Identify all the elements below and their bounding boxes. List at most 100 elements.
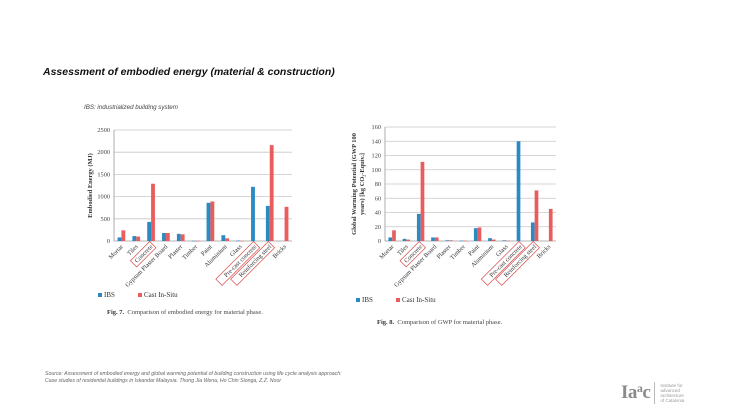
fig7-caption-text: Comparison of embodied energy for materi… xyxy=(127,309,263,316)
bar-cast-in-situ xyxy=(151,183,155,241)
bar-ibs xyxy=(402,238,407,241)
logo-text-line: architecture xyxy=(660,392,684,398)
y-tick-label: 500 xyxy=(101,216,110,223)
y-tick-label: 1000 xyxy=(97,194,110,201)
logo-text-line: of Catalonia xyxy=(660,397,685,403)
bar-cast-in-situ xyxy=(463,240,468,242)
legend-label: IBS xyxy=(362,296,373,304)
bar-cast-in-situ xyxy=(506,240,510,242)
highlight-box xyxy=(480,240,526,286)
bar-cast-in-situ xyxy=(491,239,496,241)
source-line-1: Source: Assessment of embodied energy an… xyxy=(45,371,342,377)
highlight-box xyxy=(129,240,157,268)
bar-cast-in-situ xyxy=(210,201,215,241)
bar-cast-in-situ xyxy=(392,230,396,241)
bar-ibs xyxy=(473,228,478,241)
bar-ibs xyxy=(251,186,255,241)
bar-ibs xyxy=(488,238,492,241)
bar-ibs xyxy=(191,240,196,242)
y-axis-label: Global Warming Potential (GWP 100 xyxy=(351,133,358,235)
bar-ibs xyxy=(530,222,535,241)
bar-ibs xyxy=(162,233,166,241)
fig7-caption-label: Fig. 7. xyxy=(107,309,125,316)
legend-label: Cast In-Situ xyxy=(402,296,436,304)
y-axis-label: years) [kg CO₂-Equiv.] xyxy=(359,153,366,215)
y-axis-label: Embodied Energy (MJ) xyxy=(87,153,94,218)
y-tick-label: 2500 xyxy=(97,127,110,134)
logo-mark-main: Ia xyxy=(621,382,637,403)
bar-cast-in-situ xyxy=(195,240,200,242)
highlight-box xyxy=(399,240,426,268)
source-citation: Source: Assessment of embodied energy an… xyxy=(45,371,342,385)
bar-ibs xyxy=(221,235,226,241)
bar-ibs xyxy=(516,141,521,241)
x-tick-label: Mortar xyxy=(108,243,126,261)
bar-cast-in-situ xyxy=(225,238,230,241)
fig8-caption-label: Fig. 8. xyxy=(377,319,395,326)
logo-divider xyxy=(654,381,656,404)
bar-cast-in-situ xyxy=(449,240,453,241)
bar-cast-in-situ xyxy=(240,240,244,242)
y-tick-label: 2000 xyxy=(97,149,110,156)
y-tick-label: 20 xyxy=(375,224,381,231)
logo-text-line: advanced xyxy=(660,387,680,393)
bar-cast-in-situ xyxy=(284,206,289,241)
logo-mark-sup: a xyxy=(636,381,643,395)
chart-1: 0 500 1000 1500 2000 2500 Embodied Energy (MJ)… xyxy=(87,127,292,299)
bar-ibs xyxy=(236,240,241,242)
chart-2: 0 20 40 60 80 100 120 140 160 Global Warming Pote… xyxy=(351,124,556,304)
y-tick-label: 100 xyxy=(372,167,381,174)
x-tick-label: Bricks xyxy=(271,243,288,260)
bar-cast-in-situ xyxy=(165,233,170,241)
y-tick-label: 140 xyxy=(372,138,381,145)
fig8-caption: Fig. 8. Comparison of GWP for material p… xyxy=(377,319,502,326)
highlight-box xyxy=(495,240,540,286)
bar-cast-in-situ xyxy=(477,227,482,241)
logo-text-line: Institute for xyxy=(660,382,683,388)
bar-cast-in-situ xyxy=(406,239,411,241)
bar-ibs xyxy=(117,237,122,241)
bar-ibs xyxy=(176,233,181,241)
legend-swatch xyxy=(98,293,102,297)
iaac-logo-mark: Iaac xyxy=(621,381,651,404)
iaac-logo: Iaac Institute for advanced architecture… xyxy=(621,381,684,404)
x-tick-label: Bricks xyxy=(536,243,553,260)
bar-ibs xyxy=(265,205,270,241)
logo-text: Institute for advanced architecture of C… xyxy=(660,383,684,403)
y-tick-label: 0 xyxy=(378,238,381,245)
bar-ibs xyxy=(502,240,507,241)
bar-cast-in-situ xyxy=(434,237,439,241)
x-tick-label: Mortar xyxy=(378,243,396,261)
bar-cast-in-situ xyxy=(269,145,274,241)
legend-swatch xyxy=(356,298,360,302)
y-tick-label: 1500 xyxy=(97,171,110,178)
bar-ibs xyxy=(416,213,421,241)
logo-mark-c: c xyxy=(642,382,651,403)
bar-ibs xyxy=(431,237,435,241)
highlight-box xyxy=(230,240,276,286)
bar-ibs xyxy=(132,236,137,241)
bar-cast-in-situ xyxy=(534,190,539,241)
bar-cast-in-situ xyxy=(420,161,425,241)
y-tick-label: 40 xyxy=(375,210,381,217)
ibs-definition-note: IBS: industrialized building system xyxy=(84,104,178,111)
source-line-2: Case studies of residential buildings in… xyxy=(45,378,282,385)
bar-ibs xyxy=(459,240,464,242)
legend-swatch xyxy=(396,298,400,302)
y-tick-label: 60 xyxy=(375,195,381,202)
x-tick-label: Timber xyxy=(181,243,200,262)
y-tick-label: 80 xyxy=(375,181,381,188)
highlight-box xyxy=(215,240,261,286)
x-tick-label: Timber xyxy=(449,243,468,262)
legend-swatch xyxy=(138,293,142,297)
bar-ibs xyxy=(206,202,211,241)
bar-cast-in-situ xyxy=(136,236,141,241)
y-tick-label: 0 xyxy=(107,238,110,245)
bar-cast-in-situ xyxy=(180,234,185,241)
bar-ibs xyxy=(445,240,450,241)
fig8-caption-text: Comparison of GWP for material phase. xyxy=(397,319,503,326)
bar-ibs xyxy=(147,221,152,241)
fig7-caption: Fig. 7. Comparison of embodied energy fo… xyxy=(107,309,263,316)
bar-cast-in-situ xyxy=(548,208,553,241)
legend-label: Cast In-Situ xyxy=(144,291,178,299)
